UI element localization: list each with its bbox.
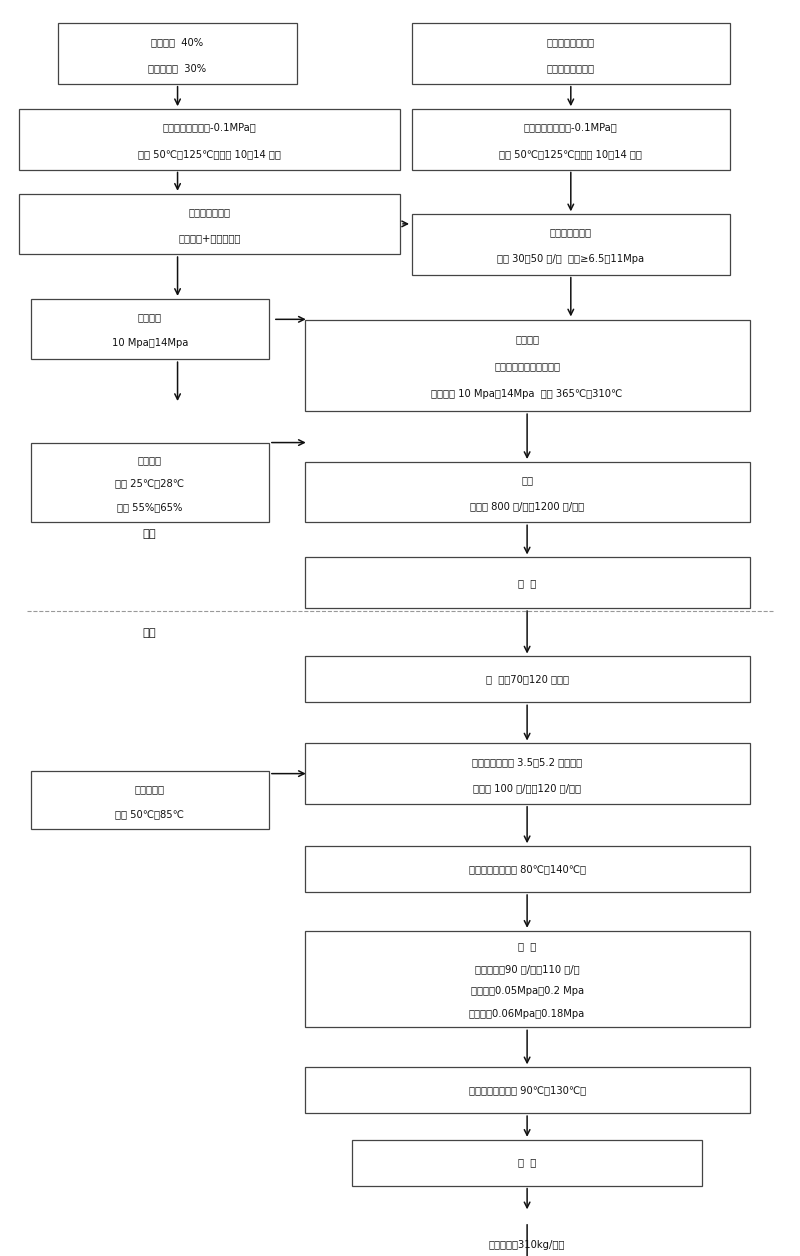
Bar — [305, 462, 750, 522]
Bar — [30, 771, 269, 829]
Text: （纺速 800 米/分～1200 米/分）: （纺速 800 米/分～1200 米/分） — [470, 501, 584, 511]
Text: 光触媒母粒  30%: 光触媒母粒 30% — [149, 63, 206, 73]
Bar — [412, 24, 730, 84]
Text: 卷绕: 卷绕 — [521, 475, 533, 485]
Bar — [30, 299, 269, 359]
Bar — [412, 215, 730, 275]
Bar — [352, 1222, 702, 1256]
Bar — [58, 24, 297, 84]
Text: 浸泡槽液剂: 浸泡槽液剂 — [134, 784, 165, 794]
Text: 具有初步微孔结构: 具有初步微孔结构 — [547, 36, 595, 46]
Bar — [30, 443, 269, 521]
Text: 温度 50℃～85℃: 温度 50℃～85℃ — [115, 809, 184, 819]
Text: 干燥结晶（真空度-0.1MPa）: 干燥结晶（真空度-0.1MPa） — [524, 123, 618, 132]
Text: 卷绒速度：90 米/分～110 米/分: 卷绒速度：90 米/分～110 米/分 — [474, 963, 579, 973]
Text: 负压力：0.06Mpa～0.18Mpa: 负压力：0.06Mpa～0.18Mpa — [469, 1009, 586, 1019]
Bar — [18, 193, 400, 254]
Text: 干燥结晶（真空度-0.1MPa）: 干燥结晶（真空度-0.1MPa） — [162, 123, 256, 132]
Text: 加压装置: 加压装置 — [138, 313, 162, 323]
Text: 前纺: 前纺 — [143, 529, 157, 539]
Text: 正压力：0.05Mpa～0.2 Mpa: 正压力：0.05Mpa～0.2 Mpa — [470, 986, 584, 996]
Text: 伸速度 100 米/分～120 米/分）: 伸速度 100 米/分～120 米/分） — [473, 782, 581, 793]
Text: 压力释放系统、纺丝组件: 压力释放系统、纺丝组件 — [494, 362, 560, 372]
Text: 湿度 55%～65%: 湿度 55%～65% — [117, 502, 182, 512]
Text: 纺丝环境: 纺丝环境 — [138, 455, 162, 465]
Bar — [305, 744, 750, 804]
Bar — [305, 657, 750, 702]
Text: 转速 30～50 转/分  张力≥6.5～11Mpa: 转速 30～50 转/分 张力≥6.5～11Mpa — [498, 254, 644, 264]
Text: 纺丝螺杆挤压机: 纺丝螺杆挤压机 — [550, 227, 592, 237]
Text: 集  束（70～120 万旦）: 集 束（70～120 万旦） — [486, 674, 569, 685]
Text: 竹炭粒粒+光触媒母粒: 竹炭粒粒+光触媒母粒 — [178, 234, 241, 244]
Text: 释放压力 10 Mpa～14Mpa  温度 365℃～310℃: 释放压力 10 Mpa～14Mpa 温度 365℃～310℃ — [431, 389, 622, 399]
Text: 紧张热定型（温度 80℃～140℃）: 紧张热定型（温度 80℃～140℃） — [469, 864, 586, 874]
Text: 温度 50℃～125℃，时间 10～14 小时: 温度 50℃～125℃，时间 10～14 小时 — [499, 148, 642, 158]
Text: 卷  绒: 卷 绒 — [518, 942, 536, 952]
Text: 趋势的涤纶改性粒: 趋势的涤纶改性粒 — [547, 63, 595, 73]
Bar — [18, 109, 400, 170]
Text: 成  绸: 成 绸 — [518, 578, 536, 588]
Text: 成品打包（310kg/包）: 成品打包（310kg/包） — [489, 1240, 566, 1250]
Bar — [305, 320, 750, 411]
Text: 切  断: 切 断 — [518, 1158, 536, 1168]
Bar — [352, 1139, 702, 1186]
Text: 温度 25℃～28℃: 温度 25℃～28℃ — [115, 479, 184, 489]
Text: 松弛热定型（温度 90℃～130℃）: 松弛热定型（温度 90℃～130℃） — [469, 1085, 586, 1095]
Text: 竹炭粒径  40%: 竹炭粒径 40% — [151, 36, 204, 46]
Text: 牑伸（牑伸倍率 3.5～5.2 倍）（牑: 牑伸（牑伸倍率 3.5～5.2 倍）（牑 — [472, 757, 582, 767]
Bar — [305, 847, 750, 892]
Text: 纺丝笱体: 纺丝笱体 — [515, 334, 539, 344]
Text: 温度 50℃～125℃，时间 10～14 小时: 温度 50℃～125℃，时间 10～14 小时 — [138, 148, 281, 158]
Bar — [305, 931, 750, 1027]
Bar — [412, 109, 730, 170]
Bar — [305, 558, 750, 608]
Text: 搜拌特性浓缩机: 搜拌特性浓缩机 — [188, 207, 230, 217]
Bar — [305, 1068, 750, 1113]
Text: 10 Mpa～14Mpa: 10 Mpa～14Mpa — [111, 338, 188, 348]
Text: 后纺: 后纺 — [143, 628, 157, 638]
